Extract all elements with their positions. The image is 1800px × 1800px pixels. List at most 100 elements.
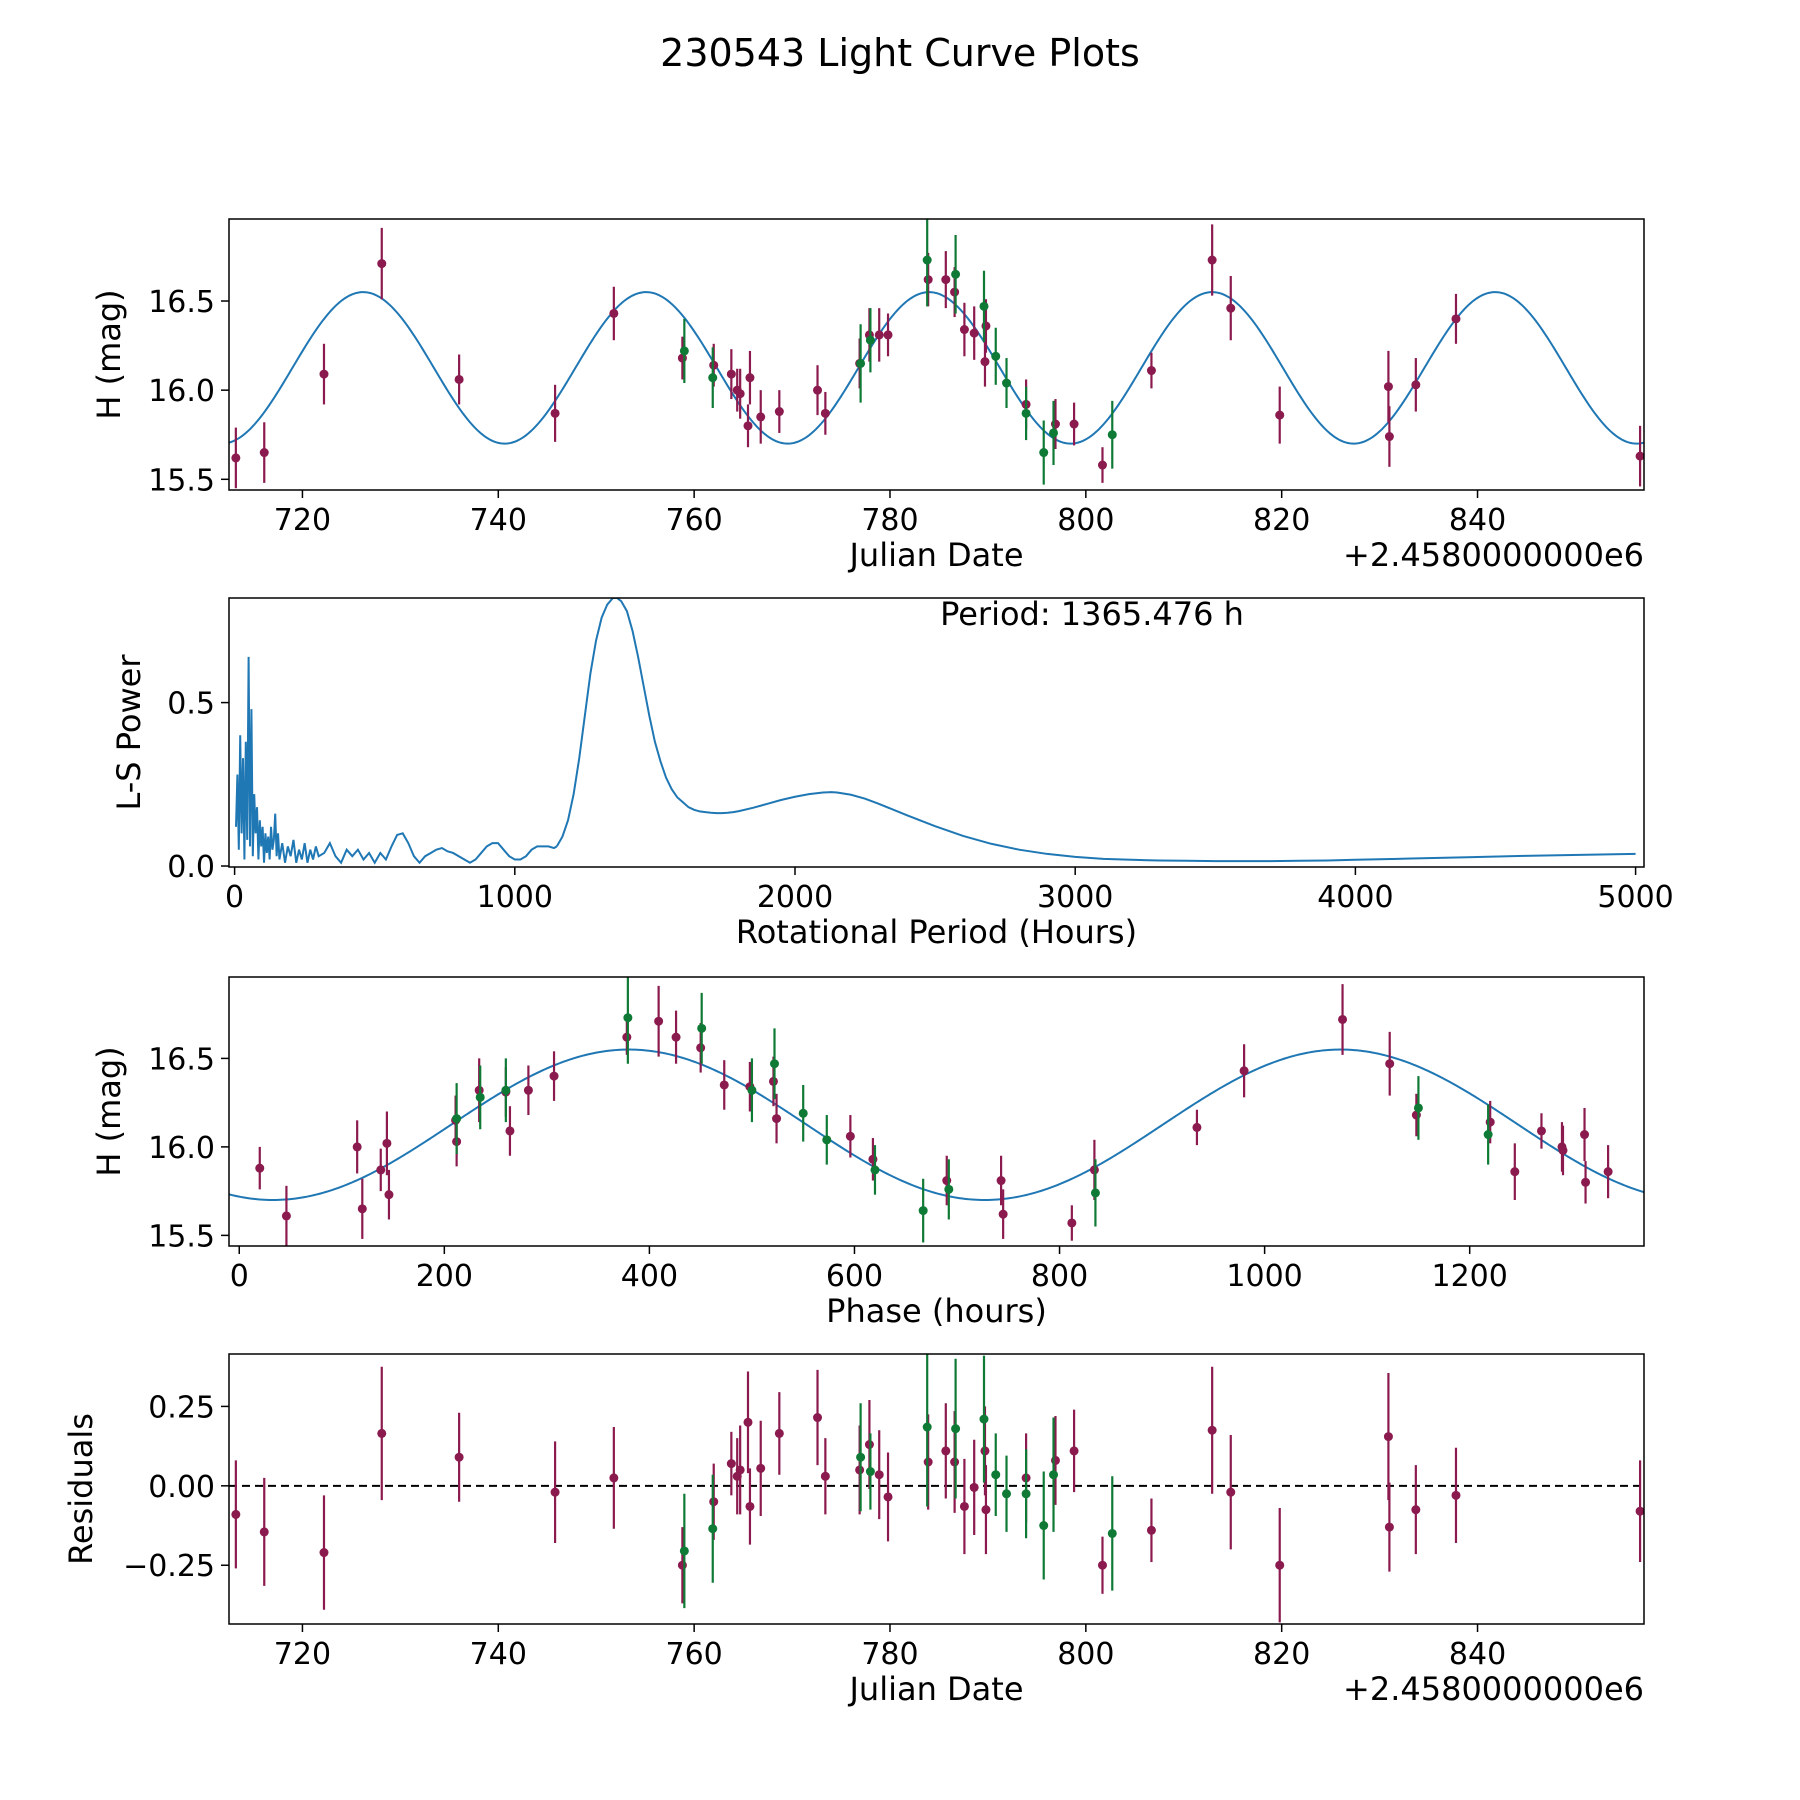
periodogram-xtick-label: 1000 bbox=[477, 880, 553, 915]
phased-point-r bbox=[772, 1114, 782, 1124]
figure-title: 230543 Light Curve Plots bbox=[660, 31, 1140, 75]
phased-point-g bbox=[747, 1085, 757, 1095]
periodogram-xlabel: Rotational Period (Hours) bbox=[736, 913, 1137, 951]
residuals-point-r bbox=[1207, 1425, 1217, 1435]
residuals-panel: 720 740 760 780 800 820 840 −0.25 0.00 0.25 Julian… bbox=[62, 1353, 1645, 1708]
lightcurve-xtick-label: 760 bbox=[666, 503, 723, 538]
residuals-point-r bbox=[609, 1473, 619, 1483]
residuals-point-g bbox=[951, 1424, 961, 1434]
phased-xtick-label: 800 bbox=[1031, 1259, 1088, 1294]
phased-point-g bbox=[697, 1023, 707, 1033]
lightcurve-point-r bbox=[1411, 380, 1421, 390]
lightcurve-model-curve bbox=[229, 291, 1644, 445]
lightcurve-point-r bbox=[874, 330, 884, 340]
phased-point-r bbox=[376, 1165, 386, 1175]
periodogram-xtick-label: 3000 bbox=[1037, 880, 1113, 915]
periodogram-xtick-label: 5000 bbox=[1597, 880, 1673, 915]
residuals-point-r bbox=[735, 1465, 745, 1475]
phased-point-r bbox=[1192, 1122, 1202, 1132]
residuals-point-g bbox=[865, 1467, 875, 1477]
lightcurve-point-g bbox=[856, 358, 866, 368]
phased-point-g bbox=[769, 1059, 779, 1069]
lightcurve-point-r bbox=[231, 453, 241, 463]
residuals-point-r bbox=[1146, 1525, 1156, 1535]
lightcurve-point-r bbox=[1451, 314, 1461, 324]
lightcurve-point-r bbox=[1635, 451, 1644, 461]
lightcurve-point-r bbox=[1384, 432, 1394, 442]
phased-point-r bbox=[1067, 1218, 1077, 1228]
periodogram-period-annotation: Period: 1365.476 h bbox=[940, 595, 1244, 633]
residuals-point-r bbox=[813, 1413, 823, 1423]
lightcurve-point-r bbox=[1097, 460, 1107, 470]
lightcurve-plot-area bbox=[229, 219, 1644, 489]
lightcurve-ytick-label: 16.5 bbox=[148, 285, 215, 320]
lightcurve-offset-label: +2.4580000000e6 bbox=[1343, 536, 1644, 574]
residuals-point-r bbox=[259, 1527, 269, 1537]
lightcurve-point-r bbox=[1383, 382, 1393, 392]
periodogram-panel: 0 1000 2000 3000 4000 5000 0.0 0.5 Rotational Pe… bbox=[110, 595, 1674, 951]
lightcurve-point-g bbox=[979, 301, 989, 311]
residuals-point-r bbox=[1275, 1560, 1285, 1570]
phased-point-r bbox=[1510, 1167, 1520, 1177]
lightcurve-xtick-label: 720 bbox=[274, 503, 331, 538]
lightcurve-point-r bbox=[813, 385, 823, 395]
residuals-point-r bbox=[1050, 1455, 1060, 1465]
phased-point-r bbox=[654, 1016, 664, 1026]
periodogram-ytick-label: 0.5 bbox=[167, 687, 215, 722]
lightcurve-point-g bbox=[708, 373, 718, 383]
lightcurve-xtick-label: 840 bbox=[1449, 503, 1506, 538]
residuals-point-r bbox=[454, 1452, 464, 1462]
residuals-xtick-label: 740 bbox=[470, 1637, 527, 1672]
phased-point-r bbox=[1239, 1066, 1249, 1076]
phased-point-r bbox=[1581, 1177, 1591, 1187]
phased-point-g bbox=[798, 1108, 808, 1118]
residuals-point-r bbox=[726, 1459, 736, 1469]
lightcurve-point-r bbox=[959, 325, 969, 335]
phased-ytick-label: 15.5 bbox=[148, 1219, 215, 1254]
lightcurve-point-r bbox=[774, 407, 784, 417]
residuals-point-g bbox=[979, 1414, 989, 1424]
residuals-point-r bbox=[677, 1560, 687, 1570]
lightcurve-xtick-label: 780 bbox=[861, 503, 918, 538]
lightcurve-point-r bbox=[1275, 410, 1285, 420]
residuals-ylabel: Residuals bbox=[62, 1413, 100, 1565]
phased-xtick-label: 400 bbox=[621, 1259, 678, 1294]
residuals-point-r bbox=[745, 1501, 755, 1511]
lightcurve-point-r bbox=[726, 369, 736, 379]
phased-point-r bbox=[505, 1126, 515, 1136]
residuals-ytick-label: −0.25 bbox=[123, 1549, 215, 1584]
residuals-point-g bbox=[1039, 1521, 1049, 1531]
residuals-point-g bbox=[708, 1524, 718, 1534]
residuals-point-r bbox=[1635, 1506, 1644, 1516]
periodogram-ytick-label: 0.0 bbox=[167, 850, 215, 885]
phased-point-r bbox=[382, 1138, 392, 1148]
residuals-point-r bbox=[1384, 1522, 1394, 1532]
phased-xlabel: Phase (hours) bbox=[826, 1292, 1047, 1330]
periodogram-xtick-label: 0 bbox=[225, 880, 244, 915]
phased-point-r bbox=[549, 1071, 559, 1081]
lightcurve-point-r bbox=[980, 357, 990, 367]
phased-point-r bbox=[996, 1176, 1006, 1186]
residuals-point-r bbox=[959, 1501, 969, 1511]
residuals-xtick-label: 820 bbox=[1253, 1637, 1310, 1672]
residuals-axes-frame bbox=[228, 1353, 1645, 1625]
lightcurve-point-g bbox=[1021, 408, 1031, 418]
residuals-ytick-label: 0.00 bbox=[148, 1470, 215, 1505]
residuals-point-r bbox=[377, 1428, 387, 1438]
residuals-point-r bbox=[981, 1505, 991, 1515]
phased-point-r bbox=[352, 1142, 362, 1152]
lightcurve-ytick-label: 15.5 bbox=[148, 463, 215, 498]
residuals-xtick-label: 780 bbox=[861, 1637, 918, 1672]
lightcurve-point-r bbox=[941, 275, 951, 285]
periodogram-xtick-label: 2000 bbox=[757, 880, 833, 915]
lightcurve-point-r bbox=[969, 328, 979, 338]
phased-point-r bbox=[998, 1209, 1008, 1219]
phased-axes-frame bbox=[228, 976, 1645, 1247]
residuals-xtick-label: 840 bbox=[1449, 1637, 1506, 1672]
lightcurve-point-g bbox=[991, 351, 1001, 361]
lightcurve-point-r bbox=[743, 421, 753, 431]
phased-point-g bbox=[1090, 1188, 1100, 1198]
lightcurve-point-g bbox=[1002, 378, 1012, 388]
lightcurve-point-r bbox=[745, 373, 755, 383]
